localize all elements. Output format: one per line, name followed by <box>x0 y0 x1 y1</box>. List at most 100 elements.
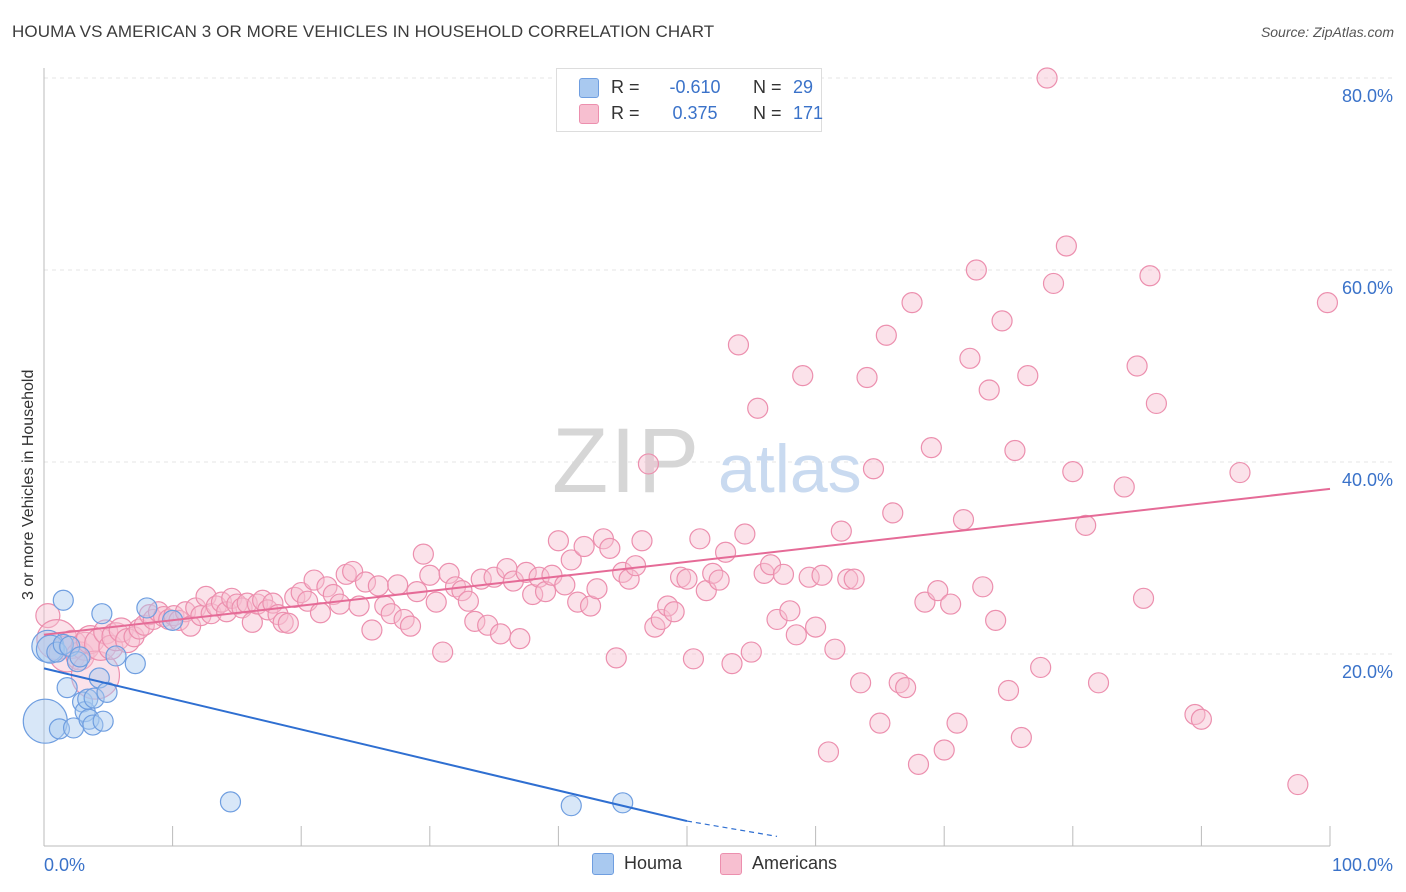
data-point-americans <box>412 543 434 565</box>
data-point-americans <box>940 593 962 615</box>
trend-line-americans <box>43 487 1331 636</box>
data-point-americans <box>631 530 653 552</box>
data-point-americans <box>515 561 537 584</box>
data-point-americans <box>856 366 878 389</box>
data-point-americans <box>920 437 942 459</box>
data-point-americans <box>804 616 827 638</box>
watermark-atlas: atlas <box>718 431 862 507</box>
data-point-americans <box>1036 67 1058 89</box>
r-label: R = <box>611 77 640 97</box>
data-point-americans <box>277 612 299 634</box>
data-point-americans <box>1075 514 1097 536</box>
data-point-americans <box>850 672 872 694</box>
data-point-americans <box>682 648 705 670</box>
trend-line-houma <box>43 667 688 823</box>
data-point-americans <box>393 608 415 631</box>
data-point-americans <box>676 568 698 590</box>
y-tick-label: 80.0% <box>1342 86 1393 106</box>
data-point-americans <box>457 590 479 612</box>
data-point-americans <box>689 528 711 550</box>
data-point-americans <box>772 563 795 585</box>
data-point-americans <box>547 530 570 552</box>
data-point-americans <box>1126 355 1148 377</box>
data-point-americans <box>1010 726 1032 749</box>
data-point-americans <box>708 569 730 591</box>
n-value: 29 <box>793 77 814 97</box>
data-point-americans <box>650 608 672 631</box>
data-point-americans <box>624 555 647 577</box>
r-value: -0.610 <box>669 77 721 97</box>
tick-labels: 20.0% 40.0% 60.0% 80.0% 0.0% 100.0% <box>44 86 1393 875</box>
data-point-americans <box>1017 365 1039 387</box>
data-point-americans <box>464 610 486 632</box>
data-point-americans <box>946 712 968 734</box>
data-point-americans <box>1113 476 1135 498</box>
x-tick-label-max: 100.0% <box>1332 855 1393 875</box>
n-value: 171 <box>793 103 824 123</box>
data-point-americans <box>1190 708 1213 730</box>
data-point-houma <box>612 792 634 814</box>
data-point-americans <box>927 580 949 602</box>
data-point-americans <box>303 569 325 591</box>
data-point-houma <box>219 791 242 813</box>
data-point-americans <box>792 365 814 387</box>
data-point-americans <box>387 574 409 596</box>
trend-lines <box>43 487 1331 837</box>
data-point-americans <box>586 578 608 600</box>
data-point-americans <box>991 310 1013 332</box>
data-point-americans <box>766 608 788 631</box>
data-point-americans <box>830 520 852 542</box>
data-point-houma <box>52 589 74 611</box>
data-point-houma <box>91 603 113 625</box>
data-point-americans <box>747 397 769 419</box>
data-point-americans <box>438 562 460 584</box>
data-point-americans <box>997 679 1020 702</box>
data-point-americans <box>567 591 589 613</box>
series-houma-points <box>22 589 634 817</box>
correlation-legend: R = -0.610 N = 29 R = 0.375 N = 171 <box>556 68 824 132</box>
data-point-americans <box>753 562 775 584</box>
data-point-americans <box>901 292 923 314</box>
data-point-americans <box>348 595 370 617</box>
data-point-americans <box>573 535 595 558</box>
watermark-zip: ZIP <box>552 410 701 512</box>
data-point-americans <box>882 502 904 524</box>
y-axis-label: 3 or more Vehicles in Household <box>20 369 37 600</box>
data-point-americans <box>605 647 627 669</box>
source-note: Source: ZipAtlas.com <box>1260 24 1394 40</box>
data-point-americans <box>1042 272 1065 295</box>
data-point-americans <box>354 571 377 593</box>
data-point-americans <box>599 537 621 560</box>
data-point-americans <box>477 614 499 636</box>
n-label: N = <box>753 103 782 123</box>
data-point-americans <box>785 624 807 646</box>
data-point-americans <box>1055 235 1077 257</box>
data-point-americans <box>1229 461 1251 484</box>
legend-swatch-americans <box>579 104 599 124</box>
r-label: R = <box>611 103 640 123</box>
data-point-americans <box>290 581 312 604</box>
data-point-americans <box>425 591 447 613</box>
data-point-houma <box>69 646 91 668</box>
data-point-americans <box>740 641 762 663</box>
data-point-americans <box>959 347 981 369</box>
data-point-americans <box>489 623 512 645</box>
data-point-americans <box>309 602 332 624</box>
x-tick-label-min: 0.0% <box>44 855 85 875</box>
data-point-americans <box>895 676 917 699</box>
data-point-americans <box>1087 672 1110 694</box>
data-point-americans <box>824 638 846 660</box>
data-point-americans <box>612 561 634 584</box>
data-point-americans <box>1062 461 1084 483</box>
data-point-americans <box>1030 656 1052 679</box>
data-point-americans <box>837 568 859 590</box>
y-tick-label: 20.0% <box>1342 662 1393 682</box>
data-point-americans <box>329 593 351 615</box>
data-point-americans <box>721 652 743 675</box>
data-point-houma <box>560 795 582 817</box>
data-point-houma <box>92 710 114 732</box>
data-point-americans <box>534 580 557 603</box>
data-point-americans <box>907 753 930 776</box>
n-label: N = <box>753 77 782 97</box>
